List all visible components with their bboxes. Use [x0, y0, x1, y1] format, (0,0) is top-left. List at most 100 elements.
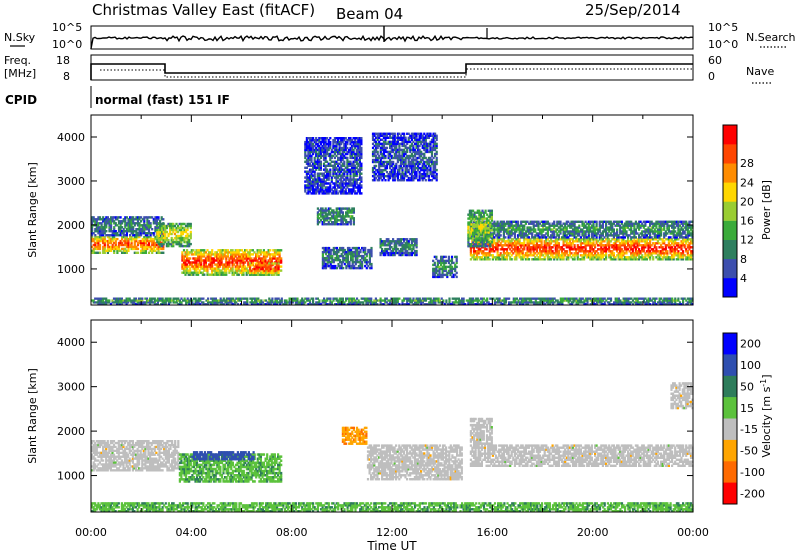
scatter-cell: [384, 251, 387, 255]
scatter-cell: [622, 240, 625, 243]
scatter-cell: [433, 267, 436, 271]
scatter-cell: [605, 232, 608, 235]
scatter-cell: [326, 262, 329, 266]
scatter-cell: [518, 232, 521, 235]
scatter-cell: [444, 267, 447, 271]
scatter-cell: [573, 252, 576, 255]
scatter-cell: [688, 248, 691, 251]
scatter-cell: [236, 267, 239, 270]
scatter-cell: [239, 265, 242, 268]
scatter-cell: [594, 254, 597, 257]
scatter-cell: [609, 222, 612, 225]
scatter-cell: [200, 265, 203, 268]
scatter-cell: [592, 258, 595, 261]
scatter-cell: [608, 234, 611, 237]
scatter-cell: [319, 146, 322, 150]
scatter-cell: [354, 266, 357, 270]
scatter-cell: [597, 258, 600, 261]
scatter-cell: [264, 255, 267, 258]
scatter-cell: [540, 250, 543, 253]
scatter-cell: [105, 222, 108, 225]
scatter-cell: [510, 244, 513, 247]
scatter-cell: [208, 259, 211, 262]
scatter-cell: [338, 182, 341, 185]
scatter-cell: [108, 218, 111, 221]
scatter-cell: [627, 234, 630, 237]
scatter-cell: [592, 250, 595, 253]
scatter-cell: [201, 255, 204, 258]
scatter-cell: [186, 249, 189, 252]
scatter-cell: [138, 218, 141, 221]
scatter-cell: [256, 251, 259, 254]
scatter-cell: [523, 238, 526, 241]
scatter-cell: [625, 226, 628, 229]
scatter-cell: [468, 211, 471, 214]
scatter-cell: [264, 271, 268, 275]
scatter-cell: [680, 240, 683, 243]
scatter-cell: [345, 254, 348, 258]
scatter-cell: [642, 230, 645, 233]
scatter-cell: [361, 256, 364, 260]
scatter-cell: [330, 148, 333, 152]
scatter-cell: [98, 222, 102, 225]
scatter-cell: [151, 228, 154, 231]
scatter-cell: [340, 260, 343, 264]
scatter-cell: [189, 232, 192, 236]
scatter-cell: [276, 249, 280, 252]
scatter-cell: [332, 209, 335, 212]
scatter-cell: [217, 255, 220, 258]
scatter-cell: [141, 241, 144, 245]
cpid-value: normal (fast) 151 IF: [95, 93, 230, 107]
scatter-cell: [92, 239, 95, 243]
scatter-cell: [496, 236, 499, 239]
scatter-cell: [197, 273, 200, 276]
scatter-cell: [562, 230, 565, 233]
scatter-cell: [594, 238, 597, 241]
scatter-cell: [441, 273, 444, 277]
scatter-cell: [403, 240, 406, 243]
scatter-cell: [592, 240, 595, 243]
scatter-cell: [278, 253, 281, 256]
scatter-cell: [340, 180, 343, 183]
scatter-cell: [141, 245, 144, 249]
scatter-cell: [307, 160, 310, 163]
scatter-cell: [479, 258, 482, 261]
scatter-cell: [326, 246, 329, 250]
scatter-cell: [152, 241, 155, 245]
scatter-cell: [689, 258, 693, 261]
scatter-cell: [333, 139, 336, 142]
scatter-cell: [326, 186, 329, 189]
scatter-cell: [313, 158, 316, 162]
scatter-cell: [322, 190, 326, 193]
scatter-cell: [324, 209, 327, 212]
scatter-cell: [132, 245, 135, 249]
scatter-cell: [575, 236, 578, 239]
scatter-cell: [605, 220, 608, 223]
scatter-cell: [133, 230, 136, 233]
scatter-cell: [226, 249, 229, 252]
scatter-cell: [328, 264, 331, 268]
scatter-cell: [318, 160, 321, 163]
scatter-cell: [108, 228, 111, 231]
scatter-cell: [342, 248, 345, 252]
scatter-cell: [385, 249, 388, 253]
scatter-cell: [146, 220, 149, 223]
scatter-cell: [652, 222, 655, 225]
scatter-cell: [135, 234, 138, 237]
scatter-cell: [321, 137, 324, 140]
scatter-cell: [318, 188, 321, 191]
scatter-cell: [310, 164, 313, 167]
scatter-cell: [623, 224, 626, 227]
scatter-cell: [447, 255, 450, 259]
scatter-cell: [318, 137, 321, 140]
scatter-cell: [543, 258, 546, 261]
scatter-cell: [92, 220, 95, 223]
scatter-cell: [348, 221, 351, 224]
scatter-cell: [540, 246, 543, 249]
scatter-cell: [499, 234, 502, 237]
scatter-cell: [410, 253, 413, 257]
scatter-cell: [516, 222, 520, 225]
scatter-cell: [124, 220, 127, 223]
scatter-cell: [630, 224, 633, 227]
scatter-cell: [359, 260, 362, 264]
